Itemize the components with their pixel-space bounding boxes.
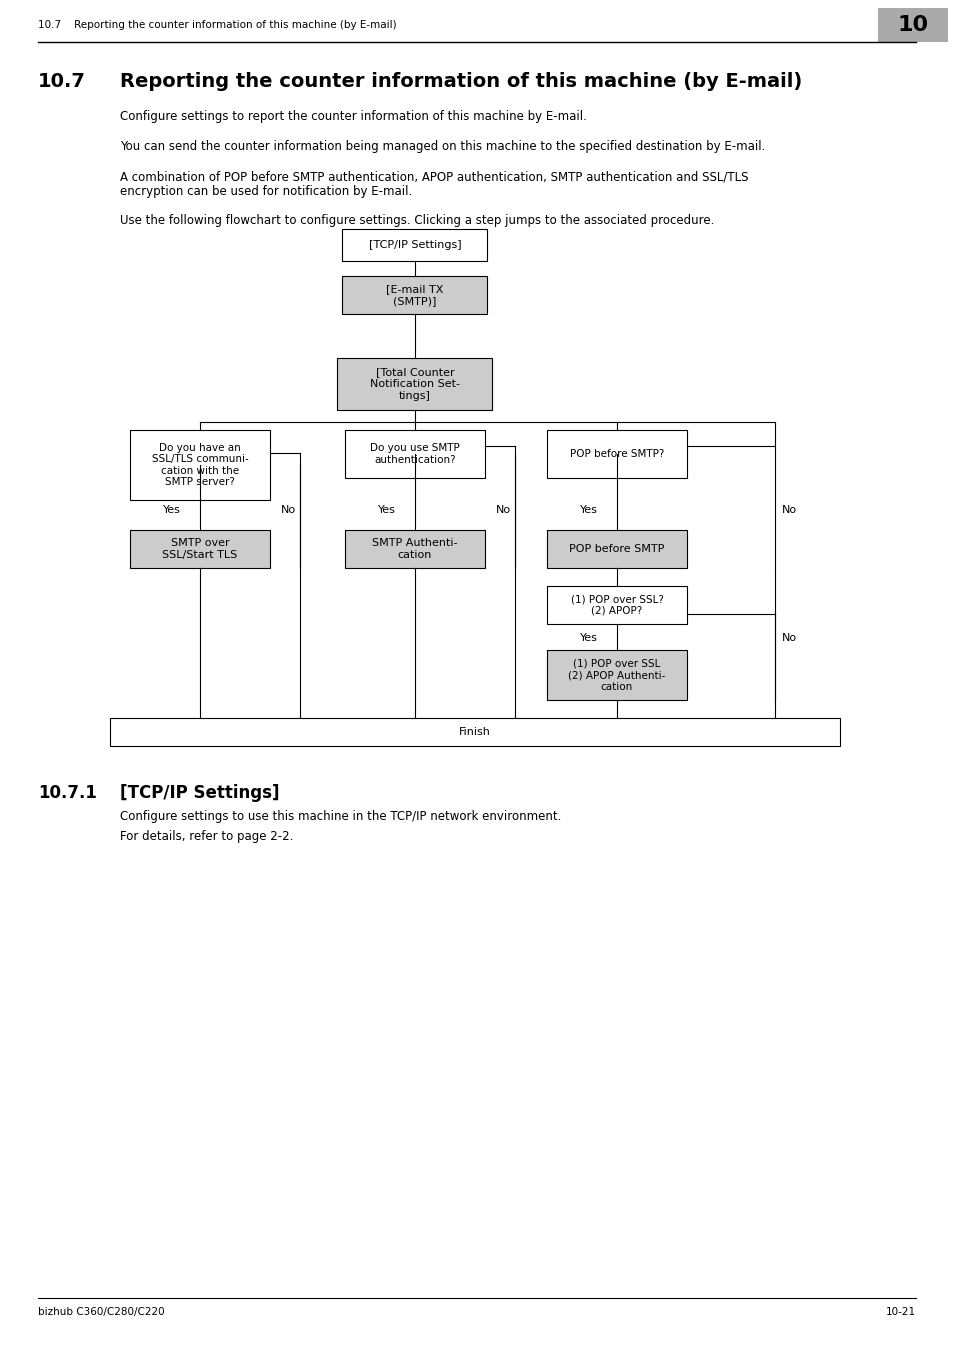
Bar	[130, 431, 270, 500]
Text: [Total Counter
Notification Set-
tings]: [Total Counter Notification Set- tings]	[370, 367, 459, 401]
Text: (1) POP over SSL
(2) APOP Authenti-
cation: (1) POP over SSL (2) APOP Authenti- cati…	[568, 659, 665, 691]
Bar	[342, 275, 487, 315]
Text: No: No	[781, 633, 796, 643]
Text: For details, refer to page 2-2.: For details, refer to page 2-2.	[120, 830, 294, 842]
Text: No: No	[280, 505, 295, 514]
Bar	[345, 431, 484, 478]
Text: bizhub C360/C280/C220: bizhub C360/C280/C220	[38, 1307, 165, 1318]
Text: Configure settings to report the counter information of this machine by E-mail.: Configure settings to report the counter…	[120, 109, 586, 123]
Text: [TCP/IP Settings]: [TCP/IP Settings]	[120, 784, 279, 802]
Text: Yes: Yes	[377, 505, 395, 514]
Bar	[345, 531, 484, 568]
Text: Do you use SMTP
authentication?: Do you use SMTP authentication?	[370, 443, 459, 464]
Text: 10: 10	[897, 15, 927, 35]
Text: Do you have an
SSL/TLS communi-
cation with the
SMTP server?: Do you have an SSL/TLS communi- cation w…	[152, 443, 248, 487]
Text: Configure settings to use this machine in the TCP/IP network environment.: Configure settings to use this machine i…	[120, 810, 560, 824]
Bar	[546, 586, 686, 624]
Text: Yes: Yes	[579, 505, 598, 514]
Text: POP before SMTP: POP before SMTP	[569, 544, 664, 554]
Bar	[130, 531, 270, 568]
Text: 10.7    Reporting the counter information of this machine (by E-mail): 10.7 Reporting the counter information o…	[38, 20, 396, 30]
Bar	[546, 431, 686, 478]
Text: No: No	[495, 505, 510, 514]
Text: SMTP Authenti-
cation: SMTP Authenti- cation	[372, 539, 457, 560]
Text: (1) POP over SSL?
(2) APOP?: (1) POP over SSL? (2) APOP?	[570, 594, 662, 616]
Bar	[342, 230, 487, 261]
Bar	[546, 531, 686, 568]
Bar	[877, 8, 947, 42]
Text: POP before SMTP?: POP before SMTP?	[569, 450, 663, 459]
Bar	[110, 718, 840, 747]
Bar	[337, 358, 492, 410]
Text: SMTP over
SSL/Start TLS: SMTP over SSL/Start TLS	[162, 539, 237, 560]
Bar	[546, 649, 686, 701]
Text: A combination of POP before SMTP authentication, APOP authentication, SMTP authe: A combination of POP before SMTP authent…	[120, 170, 748, 198]
Text: Reporting the counter information of this machine (by E-mail): Reporting the counter information of thi…	[120, 72, 801, 90]
Text: Use the following flowchart to configure settings. Clicking a step jumps to the : Use the following flowchart to configure…	[120, 215, 714, 227]
Text: [TCP/IP Settings]: [TCP/IP Settings]	[368, 240, 461, 250]
Text: 10-21: 10-21	[885, 1307, 915, 1318]
Text: Yes: Yes	[163, 505, 181, 514]
Text: 10.7.1: 10.7.1	[38, 784, 97, 802]
Text: 10.7: 10.7	[38, 72, 86, 90]
Text: Yes: Yes	[579, 633, 598, 643]
Text: [E-mail TX
(SMTP)]: [E-mail TX (SMTP)]	[386, 285, 443, 306]
Text: No: No	[781, 505, 796, 514]
Text: You can send the counter information being managed on this machine to the specif: You can send the counter information bei…	[120, 140, 764, 153]
Text: Finish: Finish	[458, 728, 491, 737]
